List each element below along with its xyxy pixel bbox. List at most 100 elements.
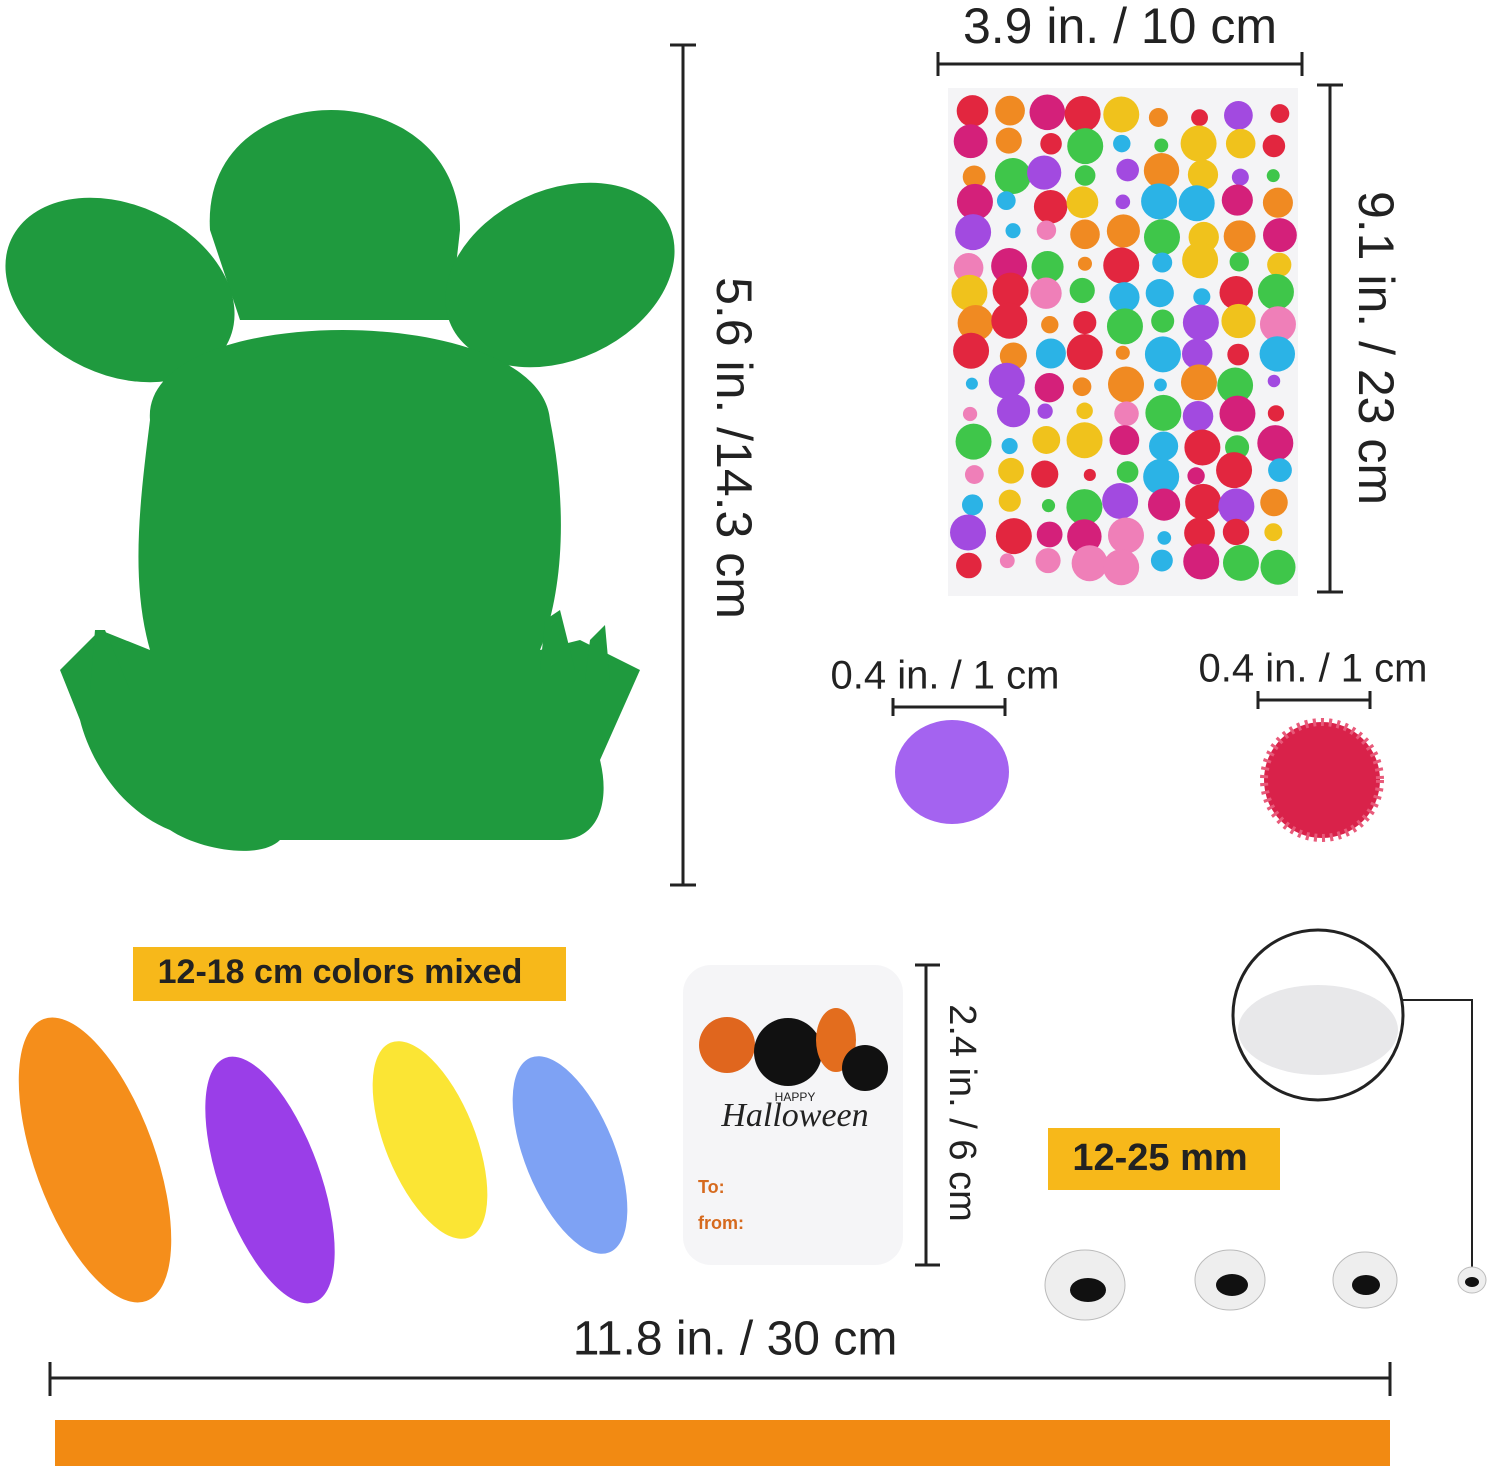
gem xyxy=(1115,345,1130,360)
gem xyxy=(1145,394,1182,431)
gem xyxy=(1031,251,1064,284)
frog-height-label: 5.6 in. /14.3 cm xyxy=(706,277,762,619)
gem xyxy=(1074,165,1096,186)
gem xyxy=(1191,109,1208,127)
gem xyxy=(991,302,1028,339)
gem xyxy=(1103,96,1140,133)
tag-halloween: Halloween xyxy=(720,1097,868,1134)
gem-stickers xyxy=(950,94,1297,586)
gem xyxy=(1029,94,1066,131)
tag-happy: HAPPY xyxy=(775,1090,816,1104)
gem xyxy=(1030,277,1062,309)
gem xyxy=(1180,364,1217,401)
gem xyxy=(1224,100,1253,130)
gem xyxy=(1109,282,1140,313)
ribbon xyxy=(55,1420,1390,1466)
gem xyxy=(1076,402,1093,420)
gem xyxy=(1141,183,1178,220)
gem xyxy=(1223,220,1256,253)
gem xyxy=(1144,336,1181,373)
eye-size-label: 12-25 mm xyxy=(1072,1137,1247,1179)
gem xyxy=(995,95,1025,126)
gem xyxy=(1221,303,1256,339)
gem xyxy=(1143,458,1180,495)
gem xyxy=(1178,185,1215,222)
gem xyxy=(996,394,1031,428)
gem xyxy=(988,362,1025,399)
gem xyxy=(1218,488,1255,525)
gem xyxy=(1035,338,1066,369)
gem xyxy=(1219,395,1256,432)
gem xyxy=(1147,488,1181,521)
gem xyxy=(961,494,984,516)
gem xyxy=(1266,169,1280,183)
gem xyxy=(965,377,978,390)
gem xyxy=(1184,429,1221,466)
gem xyxy=(1071,545,1108,582)
tag-from: from: xyxy=(698,1213,744,1233)
ribbon-length-line xyxy=(48,1362,1392,1396)
gem xyxy=(1103,247,1140,284)
gem xyxy=(1145,279,1174,308)
gem xyxy=(1222,544,1259,581)
gem xyxy=(1257,425,1294,462)
gem xyxy=(1070,219,1100,250)
pupil xyxy=(1352,1275,1380,1295)
gem xyxy=(1154,378,1167,392)
gem xyxy=(1102,483,1139,520)
gem xyxy=(1259,306,1296,343)
gem xyxy=(1187,467,1205,485)
gem xyxy=(1260,488,1288,517)
gem xyxy=(964,465,984,484)
gem xyxy=(1222,518,1250,546)
gem xyxy=(1270,104,1290,123)
gem xyxy=(1181,338,1213,370)
gem xyxy=(1227,343,1250,366)
gem xyxy=(1148,107,1168,128)
gem xyxy=(1066,422,1103,459)
gem xyxy=(1114,401,1139,426)
gem xyxy=(1031,460,1059,488)
gem xyxy=(1151,309,1175,333)
gem xyxy=(955,214,992,251)
gem xyxy=(1066,186,1099,219)
pupil xyxy=(1070,1278,1106,1302)
gem xyxy=(1267,252,1292,277)
gem xyxy=(953,332,990,369)
gem xyxy=(995,127,1022,154)
gem xyxy=(996,191,1016,211)
gem xyxy=(957,305,994,342)
gem xyxy=(962,406,978,422)
gem xyxy=(1268,458,1292,483)
pupil xyxy=(1216,1274,1248,1296)
gem xyxy=(999,553,1015,569)
gem xyxy=(962,165,986,189)
feather xyxy=(18,1017,172,1303)
gem xyxy=(955,423,992,460)
gem xyxy=(998,489,1021,512)
gem xyxy=(1103,549,1140,586)
gem xyxy=(1041,316,1059,334)
gem xyxy=(1067,519,1102,554)
gem xyxy=(956,183,993,220)
gem xyxy=(1143,219,1180,256)
gem xyxy=(994,157,1031,194)
gem xyxy=(1032,426,1061,454)
gem xyxy=(1231,168,1249,186)
feather xyxy=(372,1041,488,1239)
pumpkin xyxy=(754,1018,822,1086)
gem xyxy=(992,272,1029,309)
gem xyxy=(1107,517,1144,554)
gem xyxy=(1267,374,1281,388)
pompom-size-line xyxy=(891,698,1007,716)
purple-pompom xyxy=(895,720,1009,824)
gem xyxy=(950,514,987,551)
label-box xyxy=(1048,1128,1280,1190)
gem xyxy=(1041,499,1056,513)
gem xyxy=(1037,403,1053,419)
gem xyxy=(1106,214,1140,248)
gem xyxy=(1083,468,1096,482)
gem xyxy=(1073,311,1097,335)
label-box xyxy=(133,947,566,1001)
gem xyxy=(1184,517,1215,549)
